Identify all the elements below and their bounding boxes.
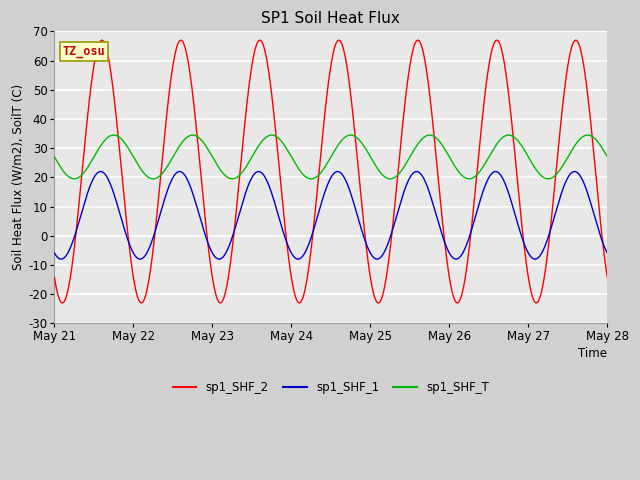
- Y-axis label: Soil Heat Flux (W/m2), SoilT (C): Soil Heat Flux (W/m2), SoilT (C): [11, 84, 24, 270]
- sp1_SHF_2: [335, 37, 342, 43]
- sp1_SHF_T: [149, 176, 157, 182]
- sp1_SHF_T: [588, 133, 595, 139]
- sp1_SHF_2: [305, 265, 312, 271]
- Text: TZ_osu: TZ_osu: [63, 45, 106, 58]
- Legend: sp1_SHF_2, sp1_SHF_1, sp1_SHF_T: sp1_SHF_2, sp1_SHF_1, sp1_SHF_T: [168, 377, 494, 399]
- sp1_SHF_T: [79, 171, 86, 177]
- sp1_SHF_T: [51, 154, 58, 160]
- sp1_SHF_2: [79, 163, 86, 168]
- Line: sp1_SHF_T: sp1_SHF_T: [54, 135, 607, 179]
- sp1_SHF_1: [486, 172, 494, 178]
- sp1_SHF_1: [588, 204, 596, 210]
- sp1_SHF_1: [604, 250, 611, 256]
- Line: sp1_SHF_1: sp1_SHF_1: [54, 171, 607, 259]
- sp1_SHF_1: [588, 203, 595, 209]
- sp1_SHF_2: [319, 125, 327, 131]
- sp1_SHF_T: [588, 133, 596, 139]
- sp1_SHF_2: [588, 131, 596, 137]
- sp1_SHF_T: [486, 152, 494, 158]
- sp1_SHF_2: [588, 128, 595, 134]
- sp1_SHF_T: [305, 176, 313, 181]
- Line: sp1_SHF_2: sp1_SHF_2: [54, 40, 607, 303]
- sp1_SHF_T: [604, 154, 611, 160]
- sp1_SHF_2: [532, 300, 540, 306]
- sp1_SHF_1: [305, 240, 313, 246]
- X-axis label: Time: Time: [579, 347, 607, 360]
- sp1_SHF_T: [320, 166, 328, 172]
- sp1_SHF_1: [255, 168, 262, 174]
- sp1_SHF_1: [320, 192, 328, 198]
- sp1_SHF_2: [604, 275, 611, 281]
- sp1_SHF_2: [486, 56, 494, 61]
- sp1_SHF_1: [57, 256, 65, 262]
- sp1_SHF_T: [505, 132, 513, 138]
- sp1_SHF_1: [51, 250, 58, 256]
- Title: SP1 Soil Heat Flux: SP1 Soil Heat Flux: [262, 11, 401, 26]
- sp1_SHF_1: [79, 205, 87, 211]
- sp1_SHF_2: [51, 275, 58, 281]
